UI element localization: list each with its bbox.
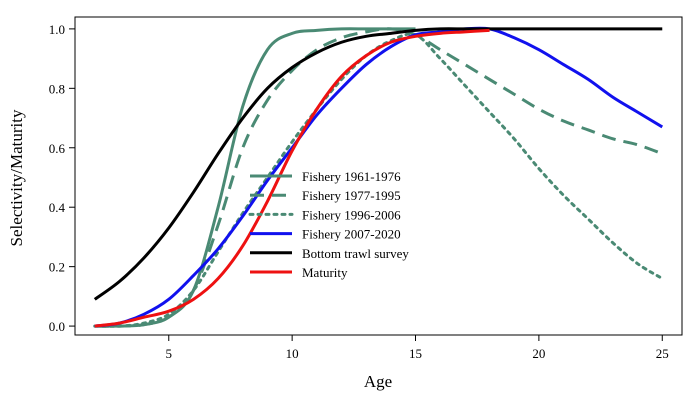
y-tick-label: 0.8 [49, 81, 65, 96]
x-tick-label: 10 [286, 346, 299, 361]
y-tick-label: 1.0 [49, 22, 65, 37]
x-axis: 5 10 15 20 25 [166, 335, 669, 361]
x-axis-label: Age [364, 372, 392, 391]
y-axis: 0.0 0.2 0.4 0.6 0.8 1.0 [49, 22, 75, 334]
x-tick-label: 20 [532, 346, 545, 361]
x-tick-label: 5 [166, 346, 173, 361]
legend-label-4: Fishery 2007-2020 [302, 227, 401, 242]
series-line-5 [93, 27, 663, 301]
legend: Fishery 1961-1976 Fishery 1977-1995 Fisher… [248, 169, 409, 280]
legend-label-3: Fishery 1996-2006 [302, 207, 401, 222]
x-tick-label: 25 [656, 346, 669, 361]
series-layer [93, 26, 664, 328]
x-tick-label: 15 [409, 346, 422, 361]
legend-label-6: Maturity [302, 265, 348, 280]
y-axis-label: Selectivity/Maturity [7, 109, 26, 246]
legend-label-1: Fishery 1961-1976 [302, 169, 401, 184]
legend-label-5: Bottom trawl survey [302, 246, 409, 261]
legend-label-2: Fishery 1977-1995 [302, 188, 401, 203]
y-tick-label: 0.2 [49, 260, 65, 275]
series-line-2 [94, 27, 663, 328]
series-line-6 [94, 28, 490, 328]
y-tick-label: 0.6 [49, 141, 66, 156]
plot-frame [74, 16, 683, 336]
series-line-4 [94, 26, 664, 328]
y-tick-label: 0.4 [49, 200, 66, 215]
y-tick-label: 0.0 [49, 319, 65, 334]
